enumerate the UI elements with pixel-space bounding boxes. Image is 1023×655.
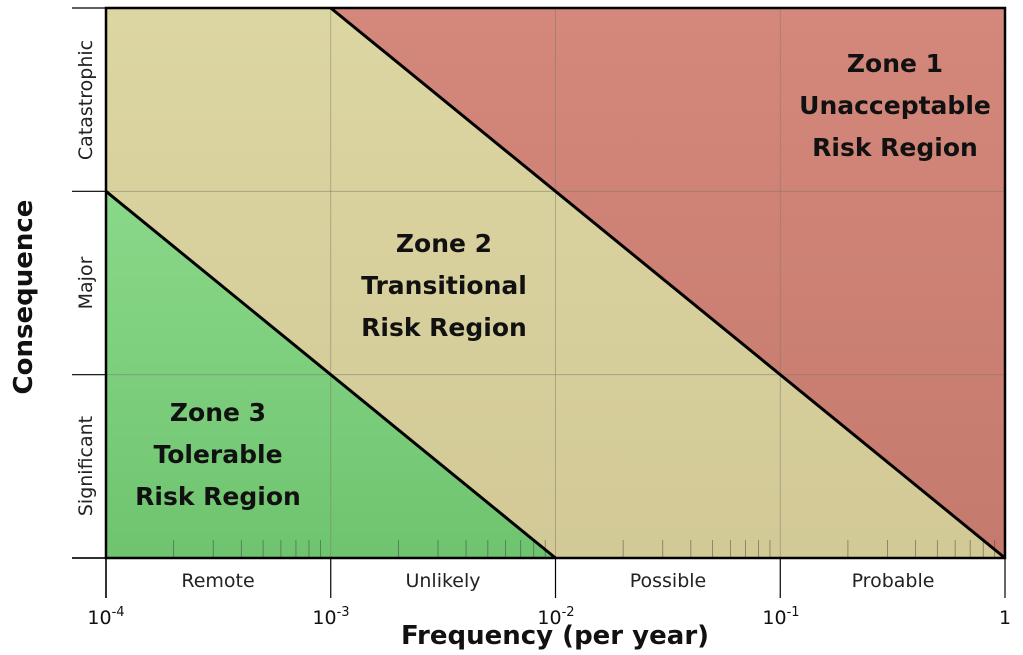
x-tick-label-1e-1: 10-1: [762, 605, 799, 629]
cons-category-major: Major: [75, 256, 97, 309]
zone3-label-line2: Tolerable: [153, 440, 282, 469]
zone1-label-line1: Zone 1: [847, 49, 943, 78]
cons-category-significant: Significant: [75, 416, 97, 516]
zone2-label-line3: Risk Region: [361, 313, 527, 342]
zone3-label-line1: Zone 3: [170, 398, 266, 427]
freq-category-possible: Possible: [630, 570, 707, 592]
x-tick-label-1e-3: 10-3: [312, 605, 349, 629]
x-tick-label-1: 1: [999, 607, 1011, 629]
zone3-label-line3: Risk Region: [135, 482, 301, 511]
x-tick-label-1e-2: 10-2: [537, 605, 574, 629]
freq-category-remote: Remote: [181, 570, 254, 592]
zone3-zone2-boundary: [105, 190, 557, 560]
cons-category-catastrophic: Catastrophic: [75, 40, 97, 160]
freq-category-unlikely: Unlikely: [405, 570, 480, 592]
x-tick-label-1e-4: 10-4: [87, 605, 124, 629]
freq-category-probable: Probable: [852, 570, 935, 592]
x-axis-title: Frequency (per year): [401, 621, 709, 651]
axes: [72, 7, 1006, 598]
zone2-label-line1: Zone 2: [396, 229, 492, 258]
zone1-label-line3: Risk Region: [812, 133, 978, 162]
y-axis-title: Consequence: [9, 200, 39, 395]
zone1-label-line2: Unacceptable: [799, 91, 991, 120]
zone2-zone1-boundary: [329, 6, 1006, 560]
zone2-label-line2: Transitional: [361, 271, 527, 300]
